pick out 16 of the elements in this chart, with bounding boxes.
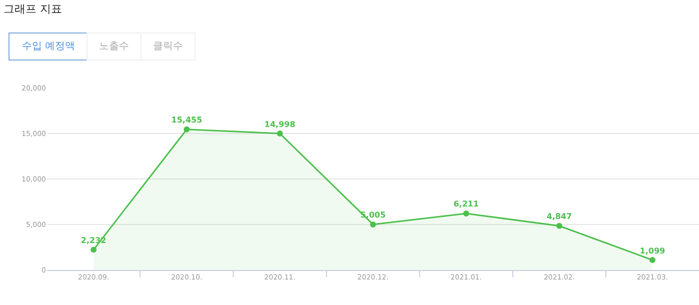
text: 수입 예정액 <box>22 41 76 52</box>
point <box>649 257 656 263</box>
text: 클릭수 <box>153 41 183 52</box>
point <box>370 221 376 228</box>
point <box>463 210 470 216</box>
data-label: 4,847 <box>546 212 572 222</box>
data-label: 14,998 <box>264 120 296 129</box>
point <box>556 222 562 229</box>
data-label: 1,099 <box>640 246 666 256</box>
chart-title: 그래프 지표 <box>3 2 62 16</box>
data-label: 15,455 <box>171 116 203 125</box>
text: 노출수 <box>99 41 129 52</box>
data-label: 6,211 <box>453 200 480 209</box>
point <box>276 130 283 137</box>
point <box>184 126 190 132</box>
point <box>90 246 97 253</box>
